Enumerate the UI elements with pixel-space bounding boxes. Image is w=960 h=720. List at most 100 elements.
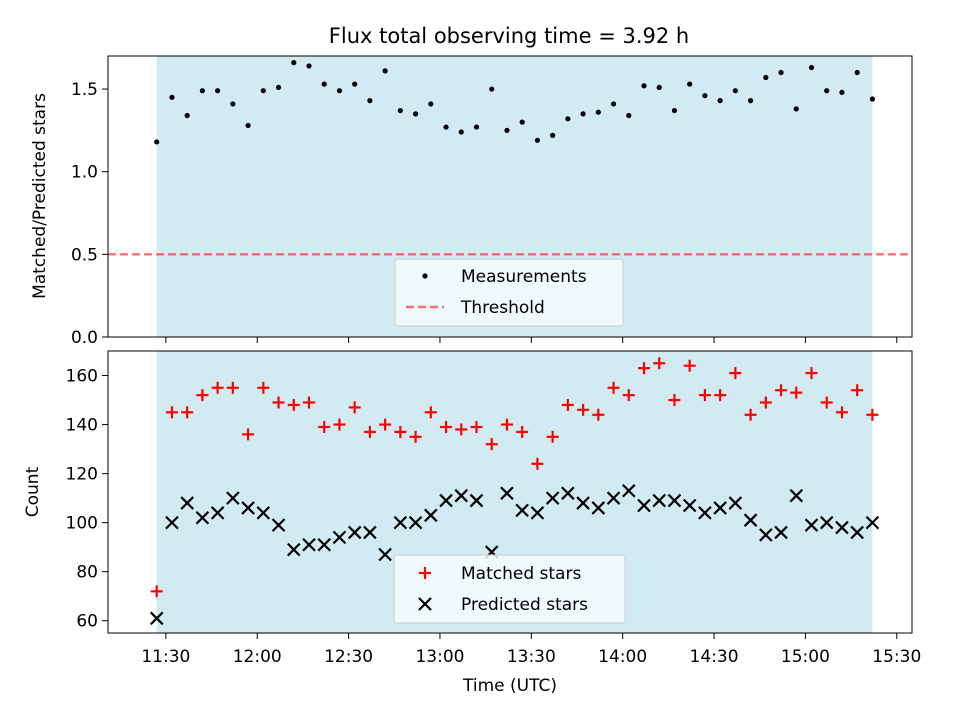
predicted-star-point bbox=[606, 491, 621, 505]
predicted-star-point bbox=[667, 493, 682, 508]
predicted-star-point bbox=[180, 496, 194, 510]
matched-star-point bbox=[181, 406, 194, 419]
chart-title: Flux total observing time = 3.92 h bbox=[329, 24, 689, 48]
measurement-point bbox=[352, 81, 358, 87]
bottom-ytick-label: 80 bbox=[76, 563, 98, 583]
measurement-point bbox=[275, 84, 282, 91]
bottom-xtick-label: 11:30 bbox=[141, 647, 190, 667]
bottom-panel: 60 80 100 120 140 160 11:30 12:00 12:30 13:00 13:3… bbox=[23, 350, 921, 696]
matched-star-point bbox=[622, 389, 635, 402]
measurement-point bbox=[763, 74, 769, 81]
matched-star-point bbox=[150, 585, 163, 598]
matched-star-point bbox=[333, 418, 346, 431]
predicted-star-point bbox=[804, 518, 819, 532]
predicted-star-point bbox=[698, 506, 712, 520]
matched-star-point bbox=[394, 425, 407, 438]
predicted-star-point bbox=[774, 525, 788, 540]
matched-star-point bbox=[607, 381, 620, 394]
matched-star-point bbox=[379, 418, 392, 431]
matched-star-point bbox=[866, 408, 879, 421]
bottom-ytick-label: 140 bbox=[66, 416, 98, 436]
predicted-star-point bbox=[393, 515, 408, 530]
matched-star-point bbox=[561, 398, 574, 411]
bottom-xtick-label: 15:00 bbox=[781, 647, 830, 667]
matched-star-point bbox=[592, 408, 605, 421]
matched-star-point bbox=[257, 381, 270, 394]
matched-star-point bbox=[485, 438, 498, 451]
matched-star-point bbox=[729, 367, 742, 380]
legend-predicted-marker bbox=[418, 597, 432, 611]
predicted-star-point bbox=[195, 510, 210, 525]
measurement-point bbox=[580, 111, 586, 117]
bottom-ytick-label: 60 bbox=[76, 612, 98, 632]
predicted-star-point bbox=[561, 486, 575, 501]
bottom-xtick-label: 14:30 bbox=[690, 647, 739, 667]
matched-star-point bbox=[211, 381, 224, 394]
predicted-star-point bbox=[332, 530, 347, 545]
measurement-point bbox=[656, 84, 662, 91]
top-ytick-label: 1.0 bbox=[71, 163, 98, 183]
matched-star-point bbox=[851, 384, 864, 397]
bottom-ytick-label: 160 bbox=[66, 367, 98, 387]
predicted-star-point bbox=[591, 501, 606, 515]
measurement-point bbox=[565, 116, 571, 122]
predicted-star-point bbox=[835, 520, 849, 535]
measurement-point bbox=[808, 64, 815, 71]
predicted-star-point bbox=[576, 496, 590, 510]
predicted-star-point bbox=[454, 488, 469, 503]
matched-star-point bbox=[805, 367, 818, 380]
measurement-point bbox=[489, 86, 495, 92]
matched-star-point bbox=[440, 421, 453, 434]
predicted-star-point bbox=[713, 501, 727, 515]
top-legend-box bbox=[394, 258, 624, 327]
matched-star-point bbox=[470, 421, 483, 434]
bottom-legend-box bbox=[393, 554, 626, 624]
matched-star-point bbox=[638, 362, 650, 375]
bottom-xtick-label: 15:30 bbox=[872, 647, 921, 667]
measurement-point bbox=[595, 109, 601, 115]
matched-star-point bbox=[455, 423, 468, 436]
top-ytick-label: 0.5 bbox=[71, 245, 98, 265]
measurement-point bbox=[321, 81, 327, 87]
matched-star-point bbox=[242, 428, 255, 441]
measurement-point bbox=[245, 122, 251, 129]
measurement-point bbox=[550, 132, 556, 138]
bottom-ytick-label: 100 bbox=[66, 514, 98, 534]
measurement-point bbox=[154, 139, 160, 145]
predicted-star-point bbox=[500, 486, 514, 501]
predicted-star-point bbox=[363, 525, 377, 540]
measurement-point bbox=[854, 69, 860, 76]
predicted-star-point bbox=[652, 493, 667, 508]
matched-star-point bbox=[546, 430, 559, 443]
measurement-point bbox=[169, 94, 175, 100]
bottom-xlabel: Time (UTC) bbox=[462, 676, 557, 696]
matched-star-point bbox=[714, 389, 727, 402]
matched-star-point bbox=[683, 359, 696, 372]
legend-matched-marker bbox=[419, 567, 431, 579]
measurement-point bbox=[687, 81, 693, 87]
measurement-point bbox=[534, 137, 541, 143]
bottom-xtick-label: 12:00 bbox=[233, 647, 282, 667]
predicted-star-point bbox=[743, 513, 758, 527]
measurement-point bbox=[869, 96, 876, 102]
measurement-point bbox=[626, 112, 632, 119]
matched-star-point bbox=[577, 403, 590, 416]
matched-star-point bbox=[165, 406, 178, 419]
measurement-point bbox=[747, 98, 754, 104]
measurement-point bbox=[839, 89, 845, 95]
legend-measurements-label: Measurements bbox=[461, 267, 587, 287]
measurement-point bbox=[793, 106, 799, 112]
measurement-point bbox=[473, 124, 480, 130]
legend-threshold-label: Threshold bbox=[460, 298, 545, 318]
predicted-star-point bbox=[621, 483, 636, 498]
predicted-star-point bbox=[302, 537, 316, 552]
matched-star-point bbox=[409, 430, 422, 443]
legend-matched-label: Matched stars bbox=[461, 564, 581, 584]
predicted-star-point bbox=[271, 518, 286, 532]
measurement-point bbox=[184, 112, 190, 119]
matched-star-point bbox=[303, 396, 315, 409]
matched-star-point bbox=[226, 381, 239, 394]
top-axes-frame bbox=[107, 55, 913, 338]
matched-star-point bbox=[424, 406, 437, 419]
top-ylabel: Matched/Predicted stars bbox=[30, 93, 50, 299]
